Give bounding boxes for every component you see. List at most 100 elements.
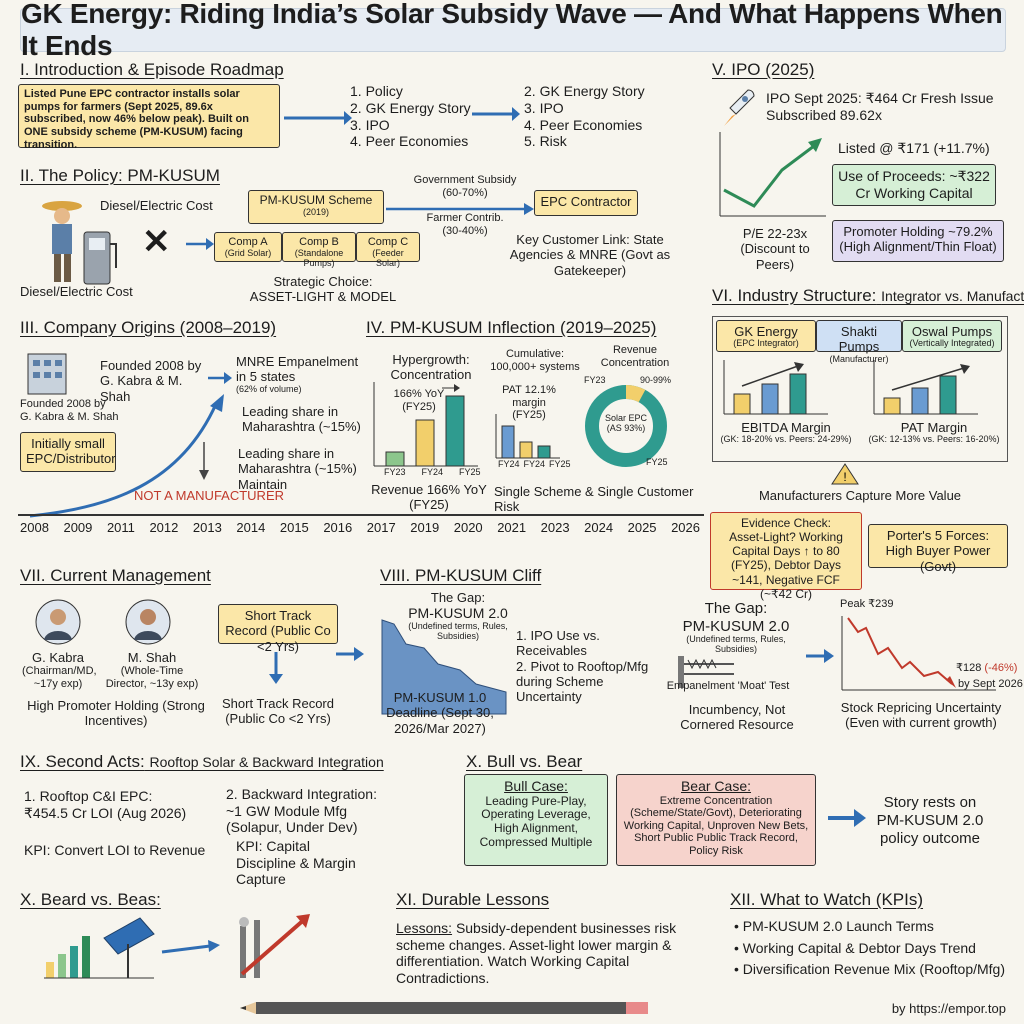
moat-test: Empanelment 'Moat' Test [666, 680, 790, 692]
short-track-note: Short Track Record (Public Co <2 Yrs) [222, 696, 334, 727]
ipo-growth-chart [719, 132, 826, 217]
ipo-line-2: Subscribed 89.62x [766, 106, 882, 123]
stock-repricing: Stock Repricing Uncertainty (Even with c… [840, 700, 1002, 731]
gov-subsidy-label: Government Subsidy (60-70%) [400, 174, 530, 199]
farmer-contrib-label: Farmer Contrib. (30-40%) [410, 212, 520, 237]
backward-item: 2. Backward Integration: ~1 GW Module Mf… [226, 786, 377, 836]
donut-pct: 90-99% [640, 375, 672, 385]
fy-small-labels: FY24 FY24 FY25 [498, 459, 571, 470]
ebitda-chart [723, 360, 828, 415]
diesel-cost-bottom: Diesel/Electric Cost [20, 284, 133, 299]
avatar-shah [125, 599, 171, 645]
bar-fy24 [415, 419, 435, 467]
timeline-year: 2020 [453, 520, 483, 535]
mnre-sub: (62% of volume) [236, 383, 302, 394]
fuel-pump-icon [83, 231, 117, 285]
section-1-heading: I. Introduction & Episode Roadmap [20, 60, 284, 79]
section-11-heading: XI. Durable Lessons [396, 890, 550, 909]
donut-center: Solar EPC (AS 93%) [604, 413, 648, 433]
section-9-heading: IX. Second Acts: Rooftop Solar & Backwar… [20, 752, 384, 772]
timeline-year: 2026 [671, 520, 700, 535]
revenue-bar-chart [373, 382, 478, 467]
comp-a-sub: (Grid Solar) [224, 247, 272, 258]
comp-c-box: Comp C (Feeder Solar) [356, 232, 420, 267]
section-9-sub: Rooftop Solar & Backward Integration [149, 754, 384, 770]
shah-name: M. Shah [127, 650, 177, 665]
revenue-concentration: Revenue Concentration [600, 344, 670, 369]
bar [789, 373, 807, 415]
fy-labels: FY23 FY24 FY25 [384, 467, 481, 478]
evidence-title: Evidence Check: [740, 516, 832, 530]
pmk1-deadline: PM-KUSUM 1.0 Deadline (Sept 30, 2026/Mar… [386, 690, 494, 736]
bar [82, 936, 90, 978]
section-9-title: IX. Second Acts: [20, 752, 145, 771]
use-of-proceeds: Use of Proceeds: ~₹322 Cr Working Capita… [832, 164, 996, 206]
cliff-item-1: 1. IPO Use vs. Receivables [516, 628, 600, 659]
bar-fy25 [445, 395, 465, 467]
timeline-axis [18, 514, 704, 516]
single-scheme-risk: Single Scheme & Single Customer Risk [494, 484, 694, 515]
growth-illustration [44, 914, 310, 979]
pmk2-label: PM-KUSUM 2.0 [408, 605, 508, 622]
bar [911, 387, 929, 415]
shakti-label: Shakti Pumps [838, 324, 880, 355]
story-rests: Story rests on PM-KUSUM 2.0 policy outco… [876, 794, 984, 847]
bull-title: Bull Case: [504, 778, 568, 794]
shakti-sub: (Manufacturer) [829, 353, 889, 364]
bar [537, 445, 551, 459]
high-promoter-holding: High Promoter Holding (Strong Incentives… [27, 698, 205, 729]
arrow-icon [806, 649, 834, 663]
mnre-empanelment: MNRE Empanelment in 5 states (62% of vol… [236, 354, 366, 395]
ipo-line-1: IPO Sept 2025: ₹464 Cr Fresh Issue [766, 90, 994, 106]
comp-b-box: Comp B (Standalone Pumps) [282, 232, 356, 267]
avatar-kabra [35, 599, 81, 645]
timeline-year: 2012 [149, 520, 179, 535]
page-title: GK Energy: Riding India’s Solar Subsidy … [21, 0, 1003, 61]
roadmap-list-1: 1. Policy 2. GK Energy Story 3. IPO 4. P… [350, 83, 471, 150]
lessons-text: Lessons: Subsidy-dependent businesses ri… [396, 920, 726, 986]
timeline-year: 2025 [627, 520, 657, 535]
section-4-heading: IV. PM-KUSUM Inflection (2019–2025) [366, 318, 657, 337]
tick-label: FY25 [459, 467, 481, 477]
cliff-chart [381, 619, 507, 715]
comp-c-label: Comp C [367, 236, 409, 248]
section-2-heading: II. The Policy: PM-KUSUM [20, 166, 220, 185]
bar [939, 375, 957, 415]
title-bar: GK Energy: Riding India’s Solar Subsidy … [20, 0, 1006, 61]
backward-kpi: KPI: Capital Discipline & Margin Capture [236, 838, 356, 888]
comp-a-label: Comp A [228, 236, 268, 248]
timeline-labels: 2008 2009 2011 2012 2013 2014 2015 2016 … [20, 520, 700, 535]
lessons-label: Lessons: [396, 920, 453, 936]
list-item: 3. IPO [524, 99, 564, 116]
arrow-icon [284, 111, 352, 125]
tick-label: FY25 [549, 459, 571, 469]
bar [46, 962, 54, 978]
tick-label: FY24 [498, 459, 520, 469]
arrow-down-icon [269, 652, 283, 684]
founded-note-left: Founded 2008 by G. Kabra & M. Shah [20, 398, 119, 423]
shah-sub: (Whole-Time Director, ~13y exp) [105, 665, 199, 690]
undefined-note-2: (Undefined terms, Rules, Subsidies) [686, 634, 786, 655]
listed-price: Listed @ ₹171 (+11.7%) [838, 140, 990, 156]
gk-label: GK Energy [734, 324, 798, 339]
bull-body: Leading Pure-Play, Operating Leverage, H… [479, 793, 593, 849]
industry-panel [712, 316, 1008, 462]
timeline-year: 2019 [410, 520, 440, 535]
peak-price: Peak ₹239 [840, 598, 894, 610]
gap-label-2: The Gap: [704, 600, 768, 617]
epc-contractor-box: EPC Contractor [534, 190, 638, 216]
by-date: by Sept 2026 [958, 678, 1023, 690]
section-10b-heading: X. Beard vs. Beas: [20, 890, 161, 909]
list-item: 4. Peer Economies [524, 116, 643, 133]
gap-box-2: The Gap: PM-KUSUM 2.0 (Undefined terms, … [674, 600, 798, 655]
section-6-heading: VI. Industry Structure: Integrator vs. M… [712, 286, 1024, 306]
list-item: 3. IPO [350, 116, 390, 133]
pat-bar-chart [495, 414, 560, 459]
growth-curve [29, 394, 224, 518]
tick-label: FY24 [523, 459, 546, 469]
gov-subsidy-text: Government Subsidy [413, 174, 517, 186]
shakti-box: Shakti Pumps (Manufacturer) [816, 320, 902, 364]
bar [70, 946, 78, 978]
strategic-choice-value: ASSET-LIGHT & MODEL [249, 289, 397, 305]
scheme-year: (2019) [302, 206, 329, 217]
